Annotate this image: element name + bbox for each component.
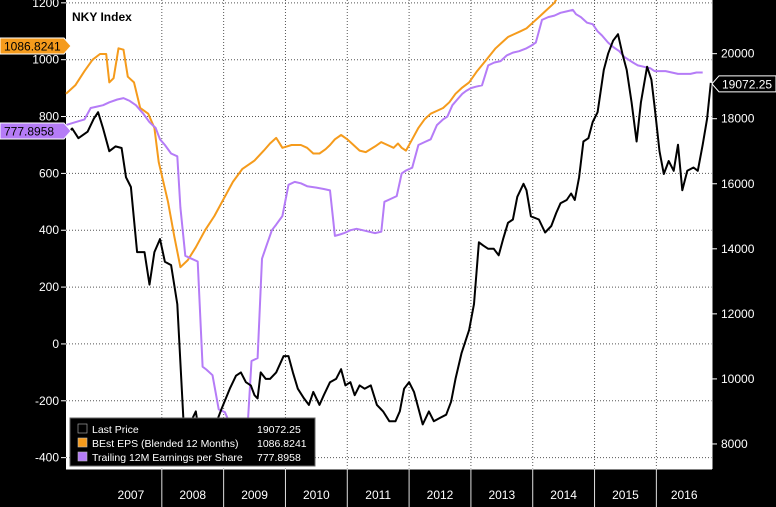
right-axis-ticks: 20000 18000 16000 14000 12000 10000 8000 xyxy=(711,0,755,469)
right-tick-label: 18000 xyxy=(721,112,755,126)
left-tick-label: -200 xyxy=(35,394,59,408)
right-tick-label: 14000 xyxy=(721,242,755,256)
x-tick-label: 2012 xyxy=(427,488,454,502)
chart-title: NKY Index xyxy=(72,10,132,24)
left-tick-label: 200 xyxy=(39,280,59,294)
right-tick-label: 8000 xyxy=(721,437,748,451)
eps-value-tag: 1086.8241 xyxy=(0,37,72,55)
legend-swatch xyxy=(77,451,88,462)
right-tick-label: 10000 xyxy=(721,372,755,386)
trailing-eps-value-tag-box xyxy=(0,122,72,140)
left-tick-label: 600 xyxy=(39,166,59,180)
last-value-labels: 1086.8241 777.8958 19072.25 xyxy=(0,37,776,140)
last-price-value-tag-box xyxy=(711,75,776,93)
legend-label: BEst EPS (Blended 12 Months) xyxy=(92,438,239,450)
vertical-gridlines xyxy=(161,0,657,469)
legend-value: 1086.8241 xyxy=(257,438,307,450)
series-line-best-eps-blended-12-months xyxy=(65,0,558,269)
trailing-eps-value-tag: 777.8958 xyxy=(0,122,72,140)
legend-swatch xyxy=(77,423,88,434)
legend-value: 19072.25 xyxy=(257,424,301,436)
left-tick-label: 400 xyxy=(39,223,59,237)
x-tick-label: 2007 xyxy=(118,488,145,502)
legend-label: Trailing 12M Earnings per Share xyxy=(92,452,243,464)
right-tick-label: 12000 xyxy=(721,307,755,321)
plot-area xyxy=(66,0,712,469)
last-price-value-tag-text: 19072.25 xyxy=(722,77,772,91)
x-tick-label: 2011 xyxy=(365,488,391,502)
right-tick-label: 16000 xyxy=(721,177,755,191)
legend-value: 777.8958 xyxy=(257,452,301,464)
left-tick-label: 800 xyxy=(39,110,59,124)
left-tick-label: 1200 xyxy=(32,0,59,10)
eps-value-tag-text: 1086.8241 xyxy=(4,40,61,54)
x-tick-label: 2015 xyxy=(612,488,639,502)
left-axis-ticks: 1200 1000 800 600 400 200 0 -200 -400 xyxy=(32,0,66,465)
legend: Last Price 19072.25 BEst EPS (Blended 12 M… xyxy=(69,417,316,467)
left-tick-label: -400 xyxy=(35,451,59,465)
x-tick-label: 2008 xyxy=(179,488,206,502)
left-tick-label: 0 xyxy=(52,337,59,351)
legend-label: Last Price xyxy=(92,424,139,436)
x-axis-ticks: 2007 2008 2009 2010 2011 2012 2013 2014 2015 2016 xyxy=(66,468,712,507)
legend-swatch xyxy=(77,437,88,448)
x-tick-label: 2014 xyxy=(550,488,577,502)
x-tick-label: 2009 xyxy=(241,488,268,502)
eps-value-tag-box xyxy=(0,37,72,55)
left-tick-label: 1000 xyxy=(32,53,59,67)
last-price-value-tag: 19072.25 xyxy=(711,75,776,93)
trailing-eps-value-tag-text: 777.8958 xyxy=(4,125,54,139)
legend-box xyxy=(69,417,316,467)
right-tick-label: 20000 xyxy=(721,47,755,61)
series-line-trailing-12m-earnings-per-share xyxy=(65,8,703,439)
x-tick-label: 2010 xyxy=(303,488,330,502)
x-tick-label: 2016 xyxy=(671,488,698,502)
x-tick-label: 2013 xyxy=(488,488,515,502)
